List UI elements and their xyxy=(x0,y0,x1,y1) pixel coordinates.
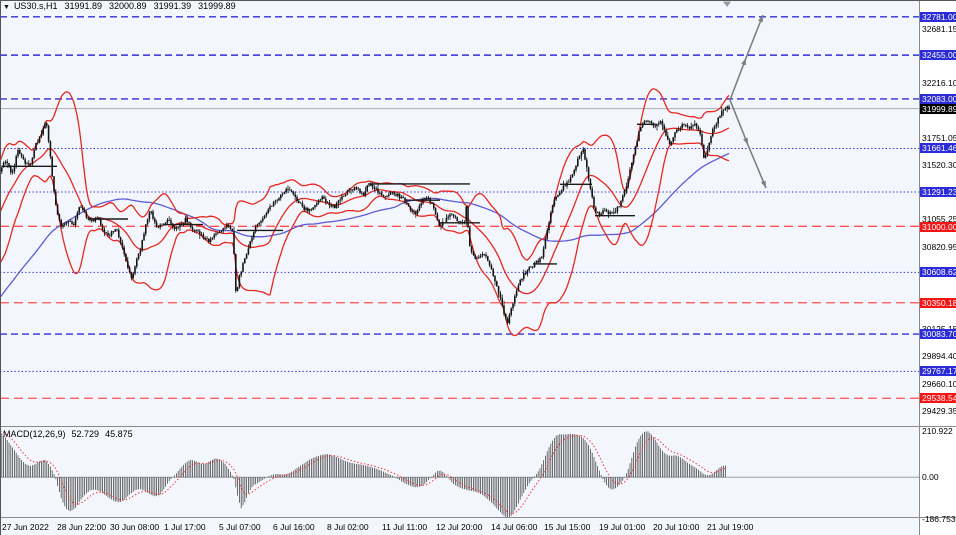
price-axis-label: 29767.17 xyxy=(920,366,956,376)
main-chart-pane[interactable] xyxy=(0,16,919,399)
time-axis-label: 30 Jun 08:00 xyxy=(110,522,160,532)
time-axis-label: 8 Jul 02:00 xyxy=(327,522,369,532)
price-axis-label: 30350.18 xyxy=(920,298,956,308)
bollinger-middle-band xyxy=(0,127,730,295)
price-axis-label: 29538.54 xyxy=(920,393,956,403)
time-axis-label: 5 Jul 07:00 xyxy=(219,522,261,532)
macd-axis-label: 0.00 xyxy=(922,472,939,482)
ohlc-low: 31991.39 xyxy=(153,1,192,11)
price-axis-label: 30083.70 xyxy=(920,329,956,339)
price-axis-label: 32083.00 xyxy=(920,94,956,104)
time-axis[interactable]: 27 Jun 2022 28 Jun 22:00 30 Jun 08:00 1 Jul… xyxy=(0,519,920,535)
price-axis-label: 31661.46 xyxy=(920,143,956,153)
chart-menu-icon[interactable]: ▼ xyxy=(3,4,10,11)
price-axis-label: 29660.10 xyxy=(922,379,956,389)
price-axis-label: 31520.30 xyxy=(922,160,956,170)
price-axis-label: 32216.10 xyxy=(922,78,956,88)
price-axis-label: 32781.00 xyxy=(920,12,956,22)
price-axis-label: 31291.23 xyxy=(920,187,956,197)
macd-axis-label: 210.922 xyxy=(922,426,953,436)
time-axis-label: 20 Jul 10:00 xyxy=(653,522,700,532)
price-axis-label: 31055.25 xyxy=(922,214,956,224)
macd-name: MACD(12,26,9) xyxy=(3,429,66,439)
chart-shift-marker-icon[interactable] xyxy=(723,1,731,8)
time-axis-label: 1 Jul 17:00 xyxy=(164,522,206,532)
price-axis-label: 31751.05 xyxy=(922,133,956,143)
price-axis[interactable]: 32781.00 32681.15 32455.00 32216.10 32083.00… xyxy=(920,0,956,535)
time-axis-label: 14 Jul 06:00 xyxy=(491,522,538,532)
slow-ma-line xyxy=(0,152,730,298)
price-axis-label: 32681.15 xyxy=(922,24,956,34)
bollinger-lower-band xyxy=(0,142,730,337)
arrowhead xyxy=(758,15,763,23)
arrowhead xyxy=(760,180,766,188)
projection-arrow-up[interactable] xyxy=(729,57,747,101)
macd-histogram xyxy=(0,431,726,517)
price-axis-label: 30608.62 xyxy=(920,267,956,277)
time-axis-label: 6 Jul 16:00 xyxy=(273,522,315,532)
arrowhead xyxy=(743,137,748,145)
arrowhead xyxy=(741,58,746,66)
price-axis-label: 30820.95 xyxy=(922,242,956,252)
time-axis-label: 11 Jul 11:00 xyxy=(382,522,428,532)
price-axis-label: 31999.89 xyxy=(920,104,956,114)
time-axis-label: 27 Jun 2022 xyxy=(2,522,49,532)
bollinger-upper-band xyxy=(0,88,730,261)
macd-indicator-label: MACD(12,26,9) 52.729 45.875 xyxy=(3,429,139,439)
ohlc-open: 31991.89 xyxy=(64,1,103,11)
time-axis-label: 12 Jul 20:00 xyxy=(436,522,483,532)
time-axis-label: 19 Jul 01:00 xyxy=(599,522,646,532)
time-axis-label: 28 Jun 22:00 xyxy=(57,522,107,532)
price-axis-label: 29894.40 xyxy=(922,351,956,361)
time-axis-label: 21 Jul 19:00 xyxy=(707,522,754,532)
macd-signal-value: 45.875 xyxy=(105,429,133,439)
ohlc-close: 31999.89 xyxy=(198,1,236,11)
projection-arrow-down[interactable] xyxy=(729,99,749,146)
macd-pane[interactable] xyxy=(0,430,919,518)
macd-axis-label: -186.753 xyxy=(922,514,956,524)
price-axis-label: 31000.00 xyxy=(920,222,956,232)
price-axis-label: 32455.00 xyxy=(920,50,956,60)
chart-title-bar: ▼ US30.s,H1 31991.89 32000.89 31991.39 31999.… xyxy=(3,1,243,11)
time-axis-label: 15 Jul 15:00 xyxy=(544,522,591,532)
price-axis-label: 29429.35 xyxy=(922,406,956,416)
projection-arrow-down[interactable] xyxy=(747,144,767,189)
ohlc-high: 32000.89 xyxy=(109,1,147,11)
symbol-period-label: US30.s,H1 xyxy=(13,1,58,11)
projection-arrow-up[interactable] xyxy=(745,14,764,59)
macd-value: 52.729 xyxy=(71,429,100,439)
